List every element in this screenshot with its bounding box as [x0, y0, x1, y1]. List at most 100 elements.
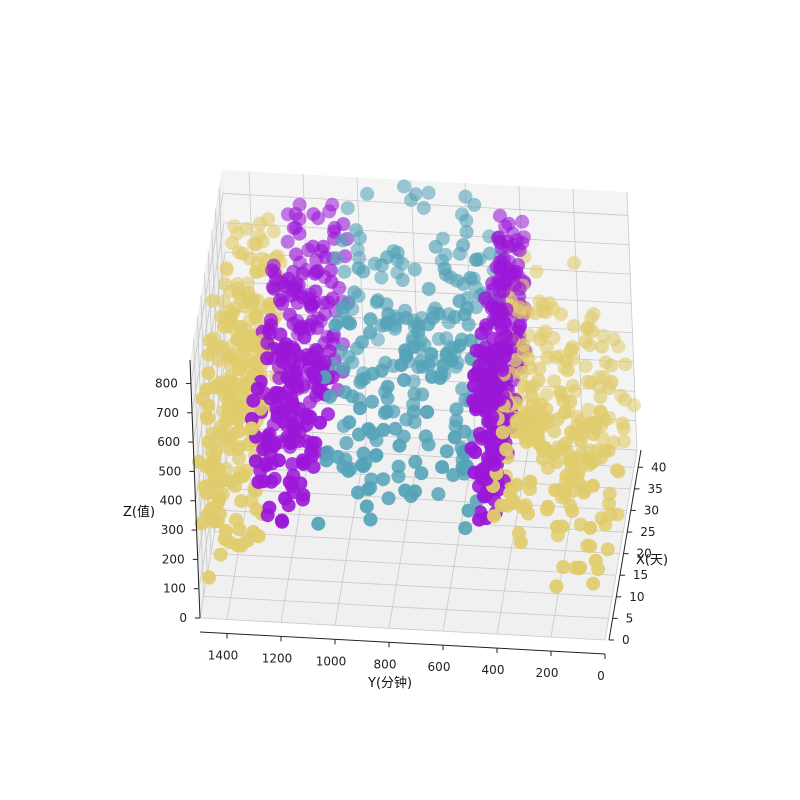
data-point — [467, 197, 482, 212]
data-point — [408, 454, 423, 469]
data-point — [452, 338, 467, 353]
data-point — [213, 547, 228, 562]
x-tick-label: 0 — [622, 633, 630, 647]
z-axis-line — [189, 359, 201, 619]
y-tick-label: 1200 — [262, 651, 293, 665]
data-point — [349, 223, 364, 238]
data-point — [593, 404, 608, 419]
data-point — [292, 212, 307, 226]
data-point — [273, 293, 287, 308]
data-point — [300, 352, 315, 367]
data-point — [444, 353, 459, 368]
data-point — [567, 255, 581, 270]
data-point — [596, 328, 611, 343]
z-tick-label: 200 — [162, 552, 185, 566]
data-point — [594, 511, 609, 526]
data-point — [347, 285, 362, 300]
data-point — [292, 226, 307, 241]
y-tick-label: 600 — [428, 660, 451, 674]
data-point — [391, 459, 406, 474]
x-tick-label: 10 — [629, 590, 644, 604]
data-point — [583, 539, 598, 554]
x-axis-label: X(天) — [636, 553, 668, 568]
data-point — [581, 402, 596, 417]
data-point — [279, 337, 293, 352]
data-point — [617, 434, 631, 449]
data-point — [486, 282, 501, 297]
data-point — [228, 353, 243, 368]
grid-line-y-back — [572, 189, 584, 448]
data-point — [341, 463, 356, 478]
data-point — [560, 363, 575, 378]
data-point — [466, 378, 481, 393]
data-point — [266, 281, 281, 296]
data-point — [363, 512, 378, 527]
y-axis-label: Y(分钟) — [367, 675, 412, 691]
data-point — [407, 262, 422, 277]
data-point — [565, 378, 580, 393]
data-point — [274, 513, 289, 528]
data-point — [604, 358, 619, 373]
data-point — [303, 297, 318, 312]
data-point — [218, 524, 233, 538]
x-tick-label: 30 — [644, 504, 659, 518]
data-point — [399, 311, 413, 325]
data-point — [395, 273, 410, 287]
data-point — [318, 250, 333, 265]
data-point — [262, 500, 277, 515]
data-point — [363, 325, 378, 340]
data-point — [380, 379, 395, 394]
data-point — [278, 279, 292, 294]
data-point — [353, 401, 367, 416]
data-point — [241, 285, 256, 300]
data-point — [251, 475, 266, 490]
data-point — [493, 235, 507, 250]
data-point — [476, 489, 491, 504]
data-point — [509, 414, 524, 429]
data-point — [420, 405, 435, 419]
data-point — [270, 387, 284, 401]
data-point — [541, 499, 555, 514]
data-point — [340, 201, 355, 216]
data-point — [534, 397, 548, 412]
data-point — [202, 333, 217, 348]
data-point — [260, 438, 275, 453]
data-point — [306, 459, 321, 474]
data-point — [338, 385, 352, 400]
data-point — [483, 415, 498, 430]
data-point — [549, 579, 564, 594]
z-tick-label: 800 — [155, 377, 178, 391]
data-point — [237, 339, 252, 354]
data-point — [617, 393, 632, 407]
data-point — [472, 512, 487, 527]
data-point — [322, 204, 337, 219]
data-point — [244, 421, 259, 436]
data-point — [392, 438, 407, 453]
data-point — [376, 422, 391, 437]
z-tick-label: 0 — [179, 611, 187, 625]
data-point — [394, 358, 409, 373]
grid-line-y-floor — [604, 449, 638, 641]
data-point — [478, 291, 492, 306]
data-point — [231, 398, 246, 413]
data-point — [515, 214, 530, 229]
x-tick-label: 35 — [648, 482, 663, 496]
data-point — [529, 264, 544, 279]
grid-line-z-left — [191, 222, 225, 413]
data-point — [328, 318, 343, 333]
data-point — [578, 359, 593, 374]
data-point — [270, 409, 285, 424]
data-point — [296, 488, 311, 503]
data-point — [289, 247, 303, 262]
data-point — [356, 459, 371, 474]
data-point — [428, 239, 443, 254]
data-point — [482, 246, 497, 261]
data-point — [583, 520, 598, 535]
data-point — [523, 474, 538, 489]
data-point — [421, 357, 436, 372]
grid-line-x-floor — [210, 552, 616, 576]
data-point — [213, 425, 228, 440]
data-point — [457, 307, 472, 322]
z-tick-label: 100 — [163, 582, 186, 596]
data-point — [260, 351, 275, 366]
